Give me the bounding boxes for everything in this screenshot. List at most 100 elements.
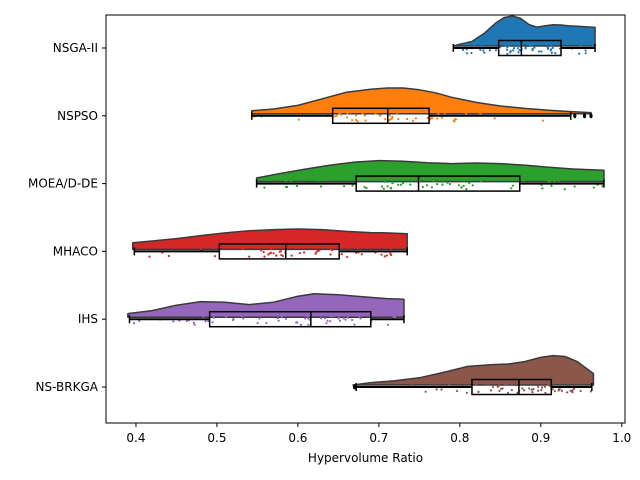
data-point bbox=[573, 185, 576, 188]
data-point bbox=[498, 384, 501, 387]
data-point bbox=[509, 51, 512, 54]
data-point bbox=[406, 117, 409, 121]
data-point bbox=[389, 252, 392, 255]
data-point bbox=[259, 312, 262, 316]
data-point bbox=[231, 318, 235, 322]
data-point bbox=[172, 320, 175, 323]
data-point bbox=[306, 317, 310, 320]
x-tick-label: 0.7 bbox=[369, 431, 388, 445]
data-point bbox=[321, 245, 324, 248]
data-point bbox=[380, 253, 383, 256]
data-point bbox=[457, 184, 460, 187]
data-point bbox=[546, 45, 549, 49]
violin-half bbox=[250, 87, 592, 115]
data-point bbox=[364, 119, 367, 122]
data-point bbox=[440, 116, 443, 119]
data-point bbox=[431, 117, 434, 120]
data-point bbox=[511, 184, 514, 187]
data-point bbox=[307, 323, 310, 326]
data-point bbox=[449, 380, 452, 383]
data-point bbox=[504, 383, 507, 387]
data-point bbox=[316, 249, 319, 253]
raincloud-group bbox=[127, 293, 405, 328]
data-point bbox=[441, 183, 444, 186]
data-point bbox=[563, 188, 566, 191]
data-point bbox=[256, 321, 259, 325]
data-point bbox=[541, 187, 544, 190]
data-point bbox=[262, 250, 265, 254]
data-point bbox=[369, 111, 372, 114]
data-point bbox=[441, 180, 444, 184]
x-tick-label: 1.0 bbox=[612, 431, 631, 445]
data-point bbox=[138, 319, 141, 322]
data-point bbox=[543, 178, 546, 182]
data-point bbox=[533, 42, 537, 46]
data-point bbox=[263, 186, 266, 189]
data-point bbox=[349, 111, 352, 114]
data-point bbox=[389, 247, 392, 250]
data-point bbox=[346, 112, 349, 115]
data-point bbox=[498, 110, 501, 113]
data-point bbox=[355, 244, 358, 247]
data-point bbox=[477, 390, 480, 393]
raincloud-group bbox=[131, 228, 408, 260]
data-point bbox=[482, 49, 485, 52]
data-point bbox=[346, 255, 349, 259]
data-point bbox=[477, 111, 481, 114]
outlier-point bbox=[589, 113, 593, 119]
data-point bbox=[341, 109, 344, 112]
data-point bbox=[430, 186, 434, 189]
x-tick-label: 0.8 bbox=[450, 431, 469, 445]
data-point bbox=[297, 118, 300, 121]
data-point bbox=[331, 249, 334, 252]
data-point bbox=[403, 245, 407, 248]
data-point bbox=[401, 182, 405, 185]
data-point bbox=[329, 253, 332, 256]
data-point bbox=[263, 255, 266, 258]
data-point bbox=[382, 187, 385, 190]
data-point bbox=[330, 315, 333, 318]
data-point bbox=[214, 246, 217, 249]
data-point bbox=[517, 51, 520, 54]
data-point bbox=[186, 312, 190, 315]
data-point bbox=[161, 313, 164, 316]
data-point bbox=[566, 391, 569, 394]
data-point bbox=[446, 181, 449, 184]
data-point bbox=[276, 317, 280, 320]
data-point bbox=[456, 109, 459, 112]
data-point bbox=[437, 112, 440, 115]
data-point bbox=[240, 247, 243, 250]
data-point bbox=[554, 52, 557, 55]
data-point bbox=[391, 181, 394, 184]
data-point bbox=[578, 178, 581, 181]
data-point bbox=[284, 179, 288, 182]
data-point bbox=[510, 382, 513, 386]
data-point bbox=[516, 391, 519, 394]
data-point bbox=[473, 40, 477, 44]
data-point bbox=[424, 390, 427, 393]
data-point bbox=[193, 245, 196, 248]
data-point bbox=[295, 184, 299, 188]
data-point bbox=[304, 317, 307, 320]
data-point bbox=[327, 244, 330, 247]
data-point bbox=[469, 381, 472, 384]
data-point bbox=[421, 185, 424, 189]
data-point bbox=[551, 46, 554, 50]
data-point bbox=[506, 52, 509, 55]
raincloud-group bbox=[452, 15, 596, 57]
data-point bbox=[524, 381, 527, 384]
outlier-point bbox=[582, 113, 587, 119]
data-point bbox=[335, 114, 338, 117]
data-point bbox=[279, 245, 282, 248]
data-point bbox=[550, 184, 553, 187]
data-point bbox=[287, 312, 290, 315]
data-point bbox=[357, 245, 360, 248]
data-point bbox=[296, 321, 299, 324]
data-point bbox=[560, 389, 564, 392]
y-axis: NSGA-II NSPSO MOEA/D-DE MHACO IHS NS-BRKGA bbox=[28, 41, 106, 394]
data-point bbox=[549, 179, 552, 182]
data-point bbox=[344, 318, 347, 321]
data-point bbox=[202, 315, 205, 318]
y-tick-label: MOEA/D-DE bbox=[28, 177, 98, 191]
